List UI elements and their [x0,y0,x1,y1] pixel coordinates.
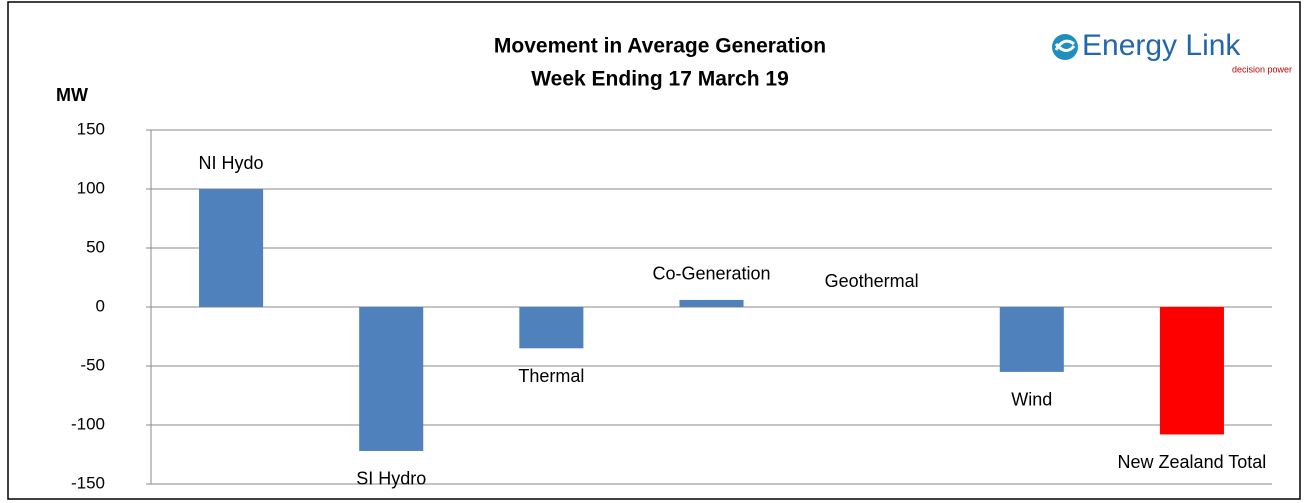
y-tick-label: 0 [96,296,105,315]
category-label: SI Hydro [356,469,426,489]
bar [1159,307,1224,435]
chart-subtitle: Week Ending 17 March 19 [531,68,789,91]
logo-text: Energy Link [1082,29,1241,62]
y-tick-label: -100 [71,414,105,433]
category-label: Thermal [518,366,584,386]
bar [679,299,744,307]
y-tick-label: 100 [77,178,105,197]
logo: Energy Link decision power [1052,29,1292,74]
y-tick-label: -50 [80,355,105,374]
y-tick-label: 50 [86,237,105,256]
category-label: Wind [1011,390,1052,410]
bar [359,307,424,451]
logo-tagline: decision power [1232,64,1292,74]
category-label: Geothermal [825,271,919,291]
bar [519,307,584,349]
bar [199,189,264,307]
chart-title: Movement in Average Generation [494,35,826,58]
category-label: NI Hydo [199,153,264,173]
y-tick-label: 150 [77,119,105,138]
category-label: New Zealand Total [1118,452,1267,472]
y-axis-label: MW [56,85,88,105]
y-tick-label: -150 [71,473,105,492]
category-label: Co-Generation [652,264,770,284]
bar [999,307,1064,372]
logo-icon [1052,34,1078,60]
logo-icon-swirl [1054,39,1076,52]
